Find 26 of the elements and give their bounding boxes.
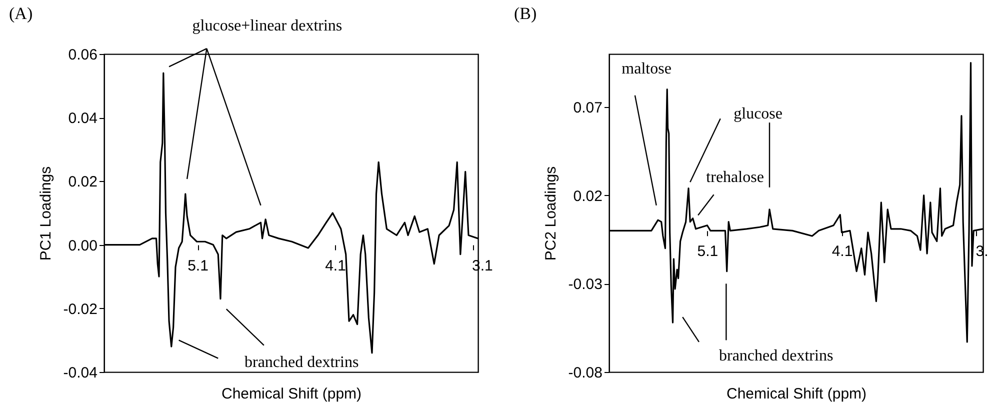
y-tick-label: 0.02 <box>68 174 98 191</box>
x-tick-label: 5.1 <box>188 257 208 274</box>
y-tick-label: -0.08 <box>568 364 602 382</box>
annotation: maltose <box>622 60 672 78</box>
annotation: branched dextrins <box>718 347 834 364</box>
y-tick-label: -0.03 <box>568 276 602 294</box>
y-tick-label: 0.02 <box>573 188 602 205</box>
annotation: glucose <box>734 106 782 123</box>
y-axis-title: PC2 Loadings <box>542 166 560 261</box>
y-tick-label: 0.07 <box>573 100 602 116</box>
y-tick-label: 0.04 <box>68 110 98 128</box>
x-tick-label: 4.1 <box>832 243 853 260</box>
y-tick-label: 0.00 <box>68 237 98 254</box>
annotation: branched dextrins <box>244 354 359 371</box>
annotation: trehalose <box>706 168 764 186</box>
x-axis-title: Chemical Shift (ppm) <box>221 386 362 402</box>
x-tick-label: 5.1 <box>697 243 718 260</box>
y-tick-label: 0.06 <box>68 46 98 64</box>
y-axis-title: PC1 Loadings <box>37 166 54 261</box>
y-tick-label: -0.04 <box>63 364 98 382</box>
chart-title: (B) <box>514 4 537 23</box>
y-tick-label: -0.02 <box>63 300 98 318</box>
chart-title: (A) <box>9 4 33 23</box>
x-axis-title: Chemical Shift (ppm) <box>726 386 867 402</box>
x-tick-label: 4.1 <box>325 257 346 274</box>
text: glucose+linear dextrins <box>192 18 342 35</box>
